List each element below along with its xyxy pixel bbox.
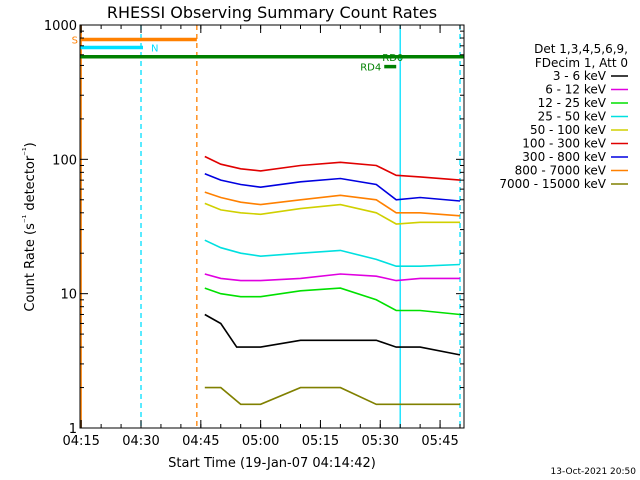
series-line <box>204 202 460 225</box>
legend-header: FDecim 1, Att 0 <box>535 56 628 70</box>
series-line <box>204 287 461 316</box>
series-line <box>204 313 461 356</box>
marker-label: RD4 <box>360 63 381 74</box>
series-line <box>204 273 460 282</box>
x-tick-label: 05:00 <box>242 434 279 449</box>
legend-entry-label: 800 - 7000 keV <box>515 164 607 178</box>
x-tick-label: 05:30 <box>362 434 399 449</box>
legend-header: Det 1,3,4,5,6,9, <box>534 42 628 56</box>
legend-entry-label: 25 - 50 keV <box>538 110 607 124</box>
legend-entry-label: 12 - 25 keV <box>538 96 607 110</box>
y-axis-label: Count Rate (s⁻¹ detector⁻¹) <box>22 142 38 311</box>
legend-entry-label: 300 - 800 keV <box>522 150 606 164</box>
marker-label: RD0 <box>382 53 403 64</box>
legend-entry-label: 50 - 100 keV <box>530 123 607 137</box>
legend-entry-label: 3 - 6 keV <box>553 69 607 83</box>
legend: Det 1,3,4,5,6,9,FDecim 1, Att 03 - 6 keV… <box>499 42 628 191</box>
legend-entry-label: 100 - 300 keV <box>522 137 606 151</box>
y-tick-label: 1 <box>69 422 77 437</box>
marker-label: S <box>72 35 78 46</box>
y-tick-label: 100 <box>52 153 77 168</box>
plot-frame <box>79 24 465 429</box>
x-axis-ticks: 04:15 04:30 04:45 05:00 05:15 05:30 05:45 <box>62 25 461 449</box>
legend-entry-label: 7000 - 15000 keV <box>499 177 606 191</box>
y-tick-label: 1000 <box>44 19 77 34</box>
series-line <box>204 173 461 202</box>
y-tick-label: 10 <box>60 288 77 303</box>
x-tick-label: 05:15 <box>302 434 339 449</box>
x-tick-label: 04:45 <box>182 434 219 449</box>
marker-label: N <box>151 43 158 54</box>
series-line <box>204 155 461 181</box>
series-group <box>204 155 461 406</box>
series-line <box>204 191 461 217</box>
chart-title: RHESSI Observing Summary Count Rates <box>107 3 437 22</box>
x-tick-label: 05:45 <box>421 434 458 449</box>
legend-entry-label: 6 - 12 keV <box>545 83 607 97</box>
footer-date: 13-Oct-2021 20:50 <box>551 467 637 477</box>
series-line <box>204 386 460 406</box>
x-tick-label: 04:15 <box>62 434 99 449</box>
series-line <box>204 239 461 268</box>
x-tick-label: 04:30 <box>122 434 159 449</box>
x-axis-label: Start Time (19-Jan-07 04:14:42) <box>168 456 376 471</box>
